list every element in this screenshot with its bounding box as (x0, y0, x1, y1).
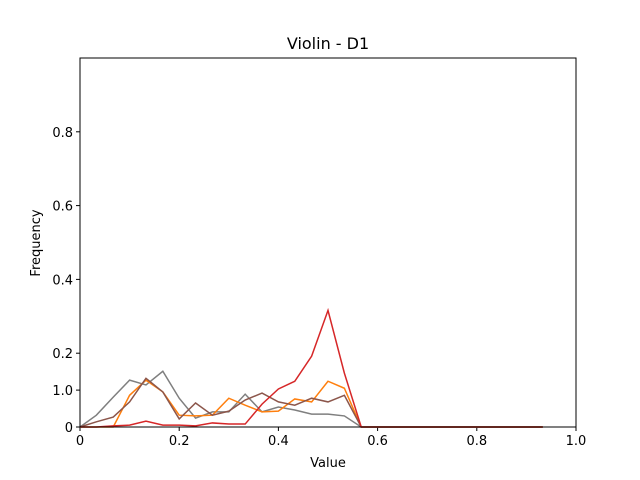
x-tick-label: 0 (76, 434, 84, 449)
chart-title: Violin - D1 (287, 34, 369, 53)
x-tick-label: 0.6 (367, 434, 388, 449)
y-tick-label: 0 (65, 421, 73, 436)
y-tick-label: 0.6 (52, 200, 73, 215)
y-tick-label: 0.4 (52, 273, 73, 288)
y-tick-label: 0.2 (52, 347, 73, 362)
x-tick-label: 0.4 (268, 434, 289, 449)
x-axis-label: Value (310, 456, 346, 471)
y-axis-label: Frequency (29, 209, 44, 276)
x-tick-label: 1.0 (566, 434, 587, 449)
plot-frame (79, 57, 577, 428)
y-tick-label: 0.8 (52, 126, 73, 141)
x-tick-label: 0.2 (169, 434, 190, 449)
x-tick-label: 0.8 (466, 434, 487, 449)
y-tick-label: 1.0 (52, 384, 73, 399)
